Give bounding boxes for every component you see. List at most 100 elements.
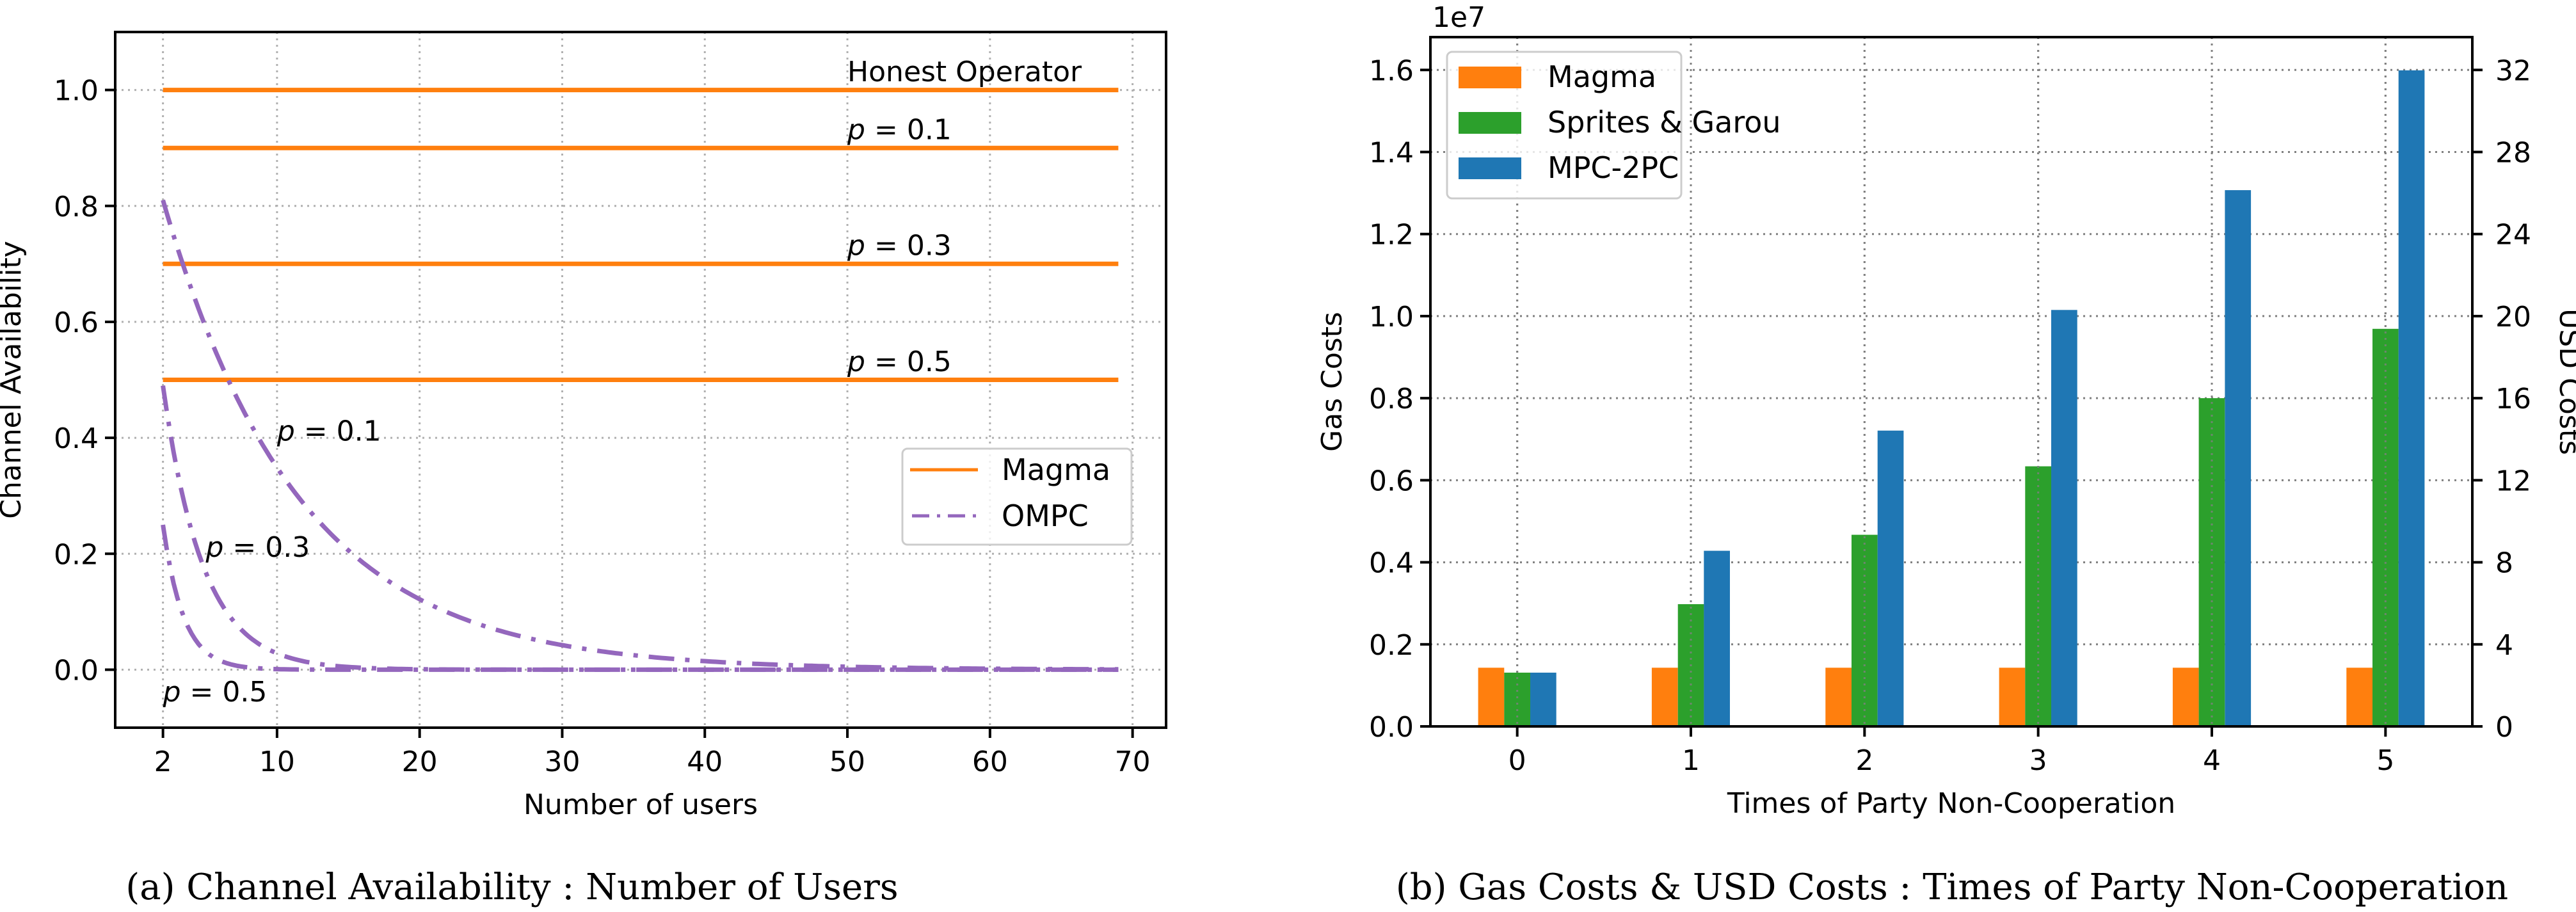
x-tick-label: 70 [1115,746,1151,778]
legend-label-sprites-garou: Sprites & Garou [1548,105,1781,140]
x-axis-ticks: 0 1 2 3 4 5 [1508,726,2394,777]
x-tick-label: 2 [154,746,172,778]
legend-swatch-magma [1459,67,1521,88]
bar-sprites-garou [1852,534,1878,726]
x-axis-label: Number of users [524,788,758,821]
bar-sprites-garou [1504,673,1530,726]
annotation-var: p [847,230,865,262]
y-tick-label: 0.8 [1369,383,1414,415]
bar-magma [2172,668,2199,726]
annotation-value: = 0.1 [295,415,381,448]
y-right-tick-label: 4 [2495,629,2513,662]
x-tick-label: 30 [544,746,580,778]
x-tick-label: 3 [2029,744,2047,777]
y-tick-label: 0.4 [54,422,99,455]
y-right-tick-label: 8 [2495,547,2513,580]
annotation-label: p = 0.1 [276,415,381,448]
axes-frame [114,31,1167,729]
y-tick-label: 0.4 [1369,547,1414,580]
y-tick-label: 1.2 [1369,219,1414,252]
annotation-value: = 0.3 [865,230,952,262]
y-axis-ticks-right: 0 4 8 12 16 20 24 28 32 [2472,54,2531,744]
legend-label-mpc-2pc: MPC-2PC [1548,150,1679,185]
x-tick-label: 2 [1855,744,1873,777]
bar-sprites-garou [2025,466,2051,726]
legend-label-magma: Magma [1548,60,1656,94]
x-axis-label: Times of Party Non-Cooperation [1727,787,2175,820]
x-axis-ticks: 2 10 20 30 40 50 60 70 [154,728,1151,778]
x-tick-label: 20 [402,746,438,778]
annotation-label: p = 0.3 [205,531,310,564]
bar-mpc-2pc [2398,70,2425,726]
y-tick-label: 0.2 [1369,629,1414,662]
annotation-value: = 0.3 [223,531,310,564]
y-tick-label: 0.6 [54,307,99,339]
series-lines [161,88,1119,672]
y-tick-label: 1.0 [1369,301,1414,333]
y-right-tick-label: 12 [2495,465,2531,497]
y-right-tick-label: 0 [2495,711,2513,744]
axes-frame [1429,36,2474,728]
annotation-label: p = 0.1 [847,114,952,147]
legend-swatch-sprites-garou [1459,112,1521,134]
y-axis-label-right: USD Costs [2553,308,2576,455]
series-line-ompc [161,524,1119,672]
y-axis-ticks-left: 0.0 0.2 0.4 0.6 0.8 1.0 1.2 1.4 1.6 [1369,54,1430,744]
annotation-value: = 0.5 [865,346,952,378]
y-right-tick-label: 16 [2495,383,2531,415]
bar-mpc-2pc [2225,190,2252,727]
bar-magma [2346,668,2372,726]
series-line-ompc [161,199,1119,672]
annotation-label: p = 0.5 [163,676,268,708]
x-tick-label: 60 [972,746,1008,778]
caption-b: (b) Gas Costs & USD Costs : Times of Par… [1396,867,2508,908]
annotation-var: p [163,676,181,708]
x-tick-label: 40 [687,746,723,778]
bar-magma [1999,668,2026,726]
y-right-tick-label: 24 [2495,219,2531,252]
bar-magma [1478,668,1505,726]
y-tick-label: 1.0 [54,75,99,108]
y-tick-label: 0.0 [54,654,99,687]
annotation-var: p [205,531,223,564]
annotation-value: = 0.5 [181,676,268,708]
annotation-var: p [847,346,865,378]
y-tick-label: 0.8 [54,191,99,223]
y-tick-label: 0.0 [1369,711,1414,744]
x-tick-label: 50 [829,746,865,778]
y-tick-label: 1.6 [1369,54,1414,87]
bar-mpc-2pc [2051,310,2077,726]
legend-swatch-mpc-2pc [1459,157,1521,179]
annotation-label: p = 0.3 [847,230,952,262]
legend: Magma Sprites & Garou MPC-2PC [1446,51,1781,200]
legend-box [901,447,1133,546]
x-tick-label: 4 [2203,744,2221,777]
bar-magma [1825,668,1852,726]
y-right-tick-label: 28 [2495,137,2531,170]
y-tick-label: 0.2 [54,538,99,571]
y-right-tick-label: 20 [2495,301,2531,333]
y-tick-label: 0.6 [1369,465,1414,497]
caption-a: (a) Channel Availability : Number of Use… [125,867,898,908]
x-tick-label: 1 [1682,744,1700,777]
annotation-var: p [276,415,295,448]
bar-mpc-2pc [1877,430,1904,726]
legend: Magma OMPC [901,447,1133,546]
annotation-value: = 0.1 [865,114,952,147]
x-tick-label: 5 [2376,744,2394,777]
bar-mpc-2pc [1530,673,1556,726]
bar-mpc-2pc [1704,550,1730,726]
annotation-label: p = 0.5 [847,346,952,378]
bar-sprites-garou [2372,328,2399,726]
annotation-label: Honest Operator [847,56,1082,88]
y-axis-ticks: 0.0 0.2 0.4 0.6 0.8 1.0 [54,75,115,687]
y-tick-label: 1.4 [1369,137,1414,170]
y-right-tick-label: 32 [2495,54,2531,87]
y-offset-text: 1e7 [1432,1,1485,34]
x-tick-label: 10 [259,746,295,778]
bars [1478,37,2425,727]
